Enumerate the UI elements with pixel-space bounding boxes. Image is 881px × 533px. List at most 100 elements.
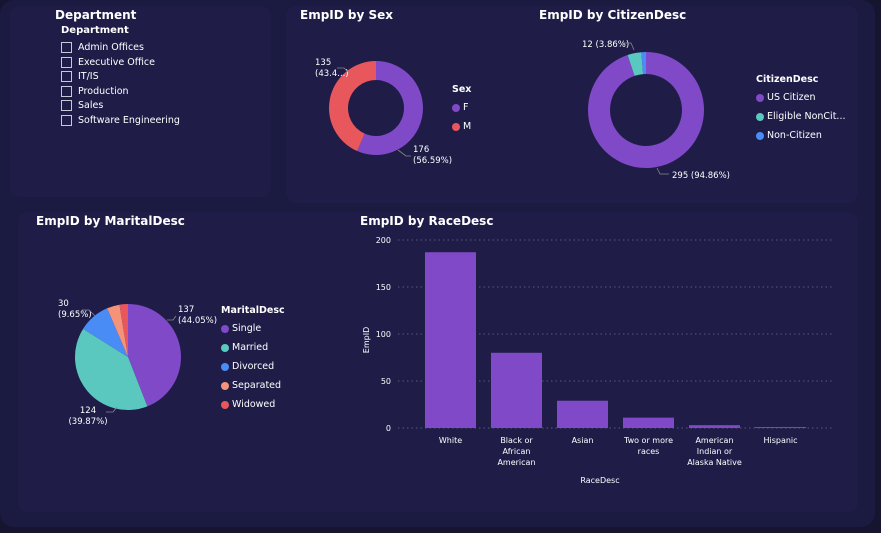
slicer-item-label: Software Engineering — [78, 115, 180, 126]
leader-line — [82, 309, 96, 317]
slicer-item[interactable]: Production — [61, 85, 129, 97]
legend-label: Single — [232, 323, 262, 334]
legend-dot-icon — [452, 103, 460, 112]
legend-dot-icon — [221, 381, 229, 390]
leader-line — [656, 167, 669, 175]
leader-line — [337, 67, 351, 75]
y-tick-label: 50 — [381, 377, 391, 386]
slicer-item-label: Sales — [78, 100, 104, 112]
data-label: 137 (44.05%) — [178, 305, 217, 326]
legend-item[interactable]: Divorced — [221, 361, 285, 372]
slice-separated[interactable] — [107, 304, 128, 357]
slice-us-citizen[interactable] — [588, 52, 705, 168]
x-tick-label: Two or more races — [623, 436, 673, 456]
slicer-item[interactable]: Software Engineering — [61, 115, 180, 126]
legend-label: Widowed — [232, 399, 276, 410]
legend-label: M — [463, 121, 472, 132]
legend-label: Non-Citizen — [767, 130, 822, 141]
x-tick-label: Hispanic — [763, 436, 797, 445]
legend-title: CitizenDesc — [756, 74, 819, 85]
department-slicer — [10, 6, 271, 197]
legend-label: US Citizen — [767, 92, 816, 103]
slicer-item-label: Admin Offices — [78, 42, 144, 53]
slice-divorced[interactable] — [83, 308, 128, 357]
legend-dot-icon — [221, 343, 229, 352]
x-tick-label: Black or African American — [497, 436, 535, 467]
checkbox[interactable] — [61, 85, 72, 97]
legend-item[interactable]: F — [452, 102, 471, 113]
x-tick-label: American Indian or Alaska Native — [687, 436, 742, 467]
slice-m[interactable] — [329, 60, 376, 152]
leader-line — [623, 42, 635, 51]
y-tick-label: 150 — [376, 283, 391, 292]
y-tick-label: 100 — [376, 330, 391, 339]
legend-dot-icon — [756, 93, 764, 102]
leader-line — [106, 406, 118, 413]
slice-eligible-noncit-[interactable] — [627, 52, 644, 76]
legend-label: F — [463, 102, 469, 113]
bar[interactable] — [491, 352, 542, 428]
legend-item[interactable]: Non-Citizen — [756, 130, 845, 141]
legend-item[interactable]: Married — [221, 342, 285, 353]
legend-dot-icon — [221, 400, 229, 409]
legend-item[interactable]: Eligible NonCit... — [756, 111, 845, 122]
data-label: 124 (39.87%) — [68, 406, 107, 427]
legend-dot-icon — [221, 324, 229, 333]
sex-citizen-panel — [286, 6, 858, 203]
x-tick-label: Asian — [572, 436, 594, 445]
bar[interactable] — [623, 417, 674, 428]
slicer-item[interactable]: Executive Office — [61, 56, 156, 68]
legend-title: Sex — [452, 84, 472, 95]
bar[interactable] — [755, 427, 806, 428]
legend-item[interactable]: Separated — [221, 380, 285, 391]
bar[interactable] — [557, 400, 608, 428]
data-label: 30 (9.65%) — [58, 299, 92, 320]
checkbox[interactable] — [61, 71, 72, 83]
data-label: 295 (94.86%) — [672, 171, 730, 181]
slicer-header: Department — [61, 25, 129, 36]
checkbox[interactable] — [61, 42, 72, 53]
x-tick-label: White — [439, 436, 462, 445]
checkbox[interactable] — [61, 56, 72, 68]
legend-title: MaritalDesc — [221, 305, 285, 316]
legend-dot-icon — [756, 131, 764, 140]
y-axis-title: EmpID — [362, 327, 371, 353]
legend-dot-icon — [221, 362, 229, 371]
marital-chart-title: EmpID by MaritalDesc — [36, 214, 185, 228]
slicer-item-label: IT/IS — [78, 71, 99, 83]
slice-single[interactable] — [128, 304, 181, 407]
slicer-item[interactable]: IT/IS — [61, 71, 99, 83]
slice-non-citizen[interactable] — [641, 52, 646, 75]
slicer-item[interactable]: Admin Offices — [61, 42, 144, 53]
data-label: 135 (43.4...) — [315, 58, 349, 79]
legend-dot-icon — [452, 122, 460, 131]
slice-married[interactable] — [74, 328, 148, 411]
bar[interactable] — [689, 425, 740, 428]
legend-label: Eligible NonCit... — [767, 111, 846, 122]
slicer-item[interactable]: Sales — [61, 100, 104, 112]
leader-line — [397, 149, 411, 157]
y-tick-label: 0 — [386, 424, 391, 433]
checkbox[interactable] — [61, 100, 72, 112]
citizen-legend: CitizenDesc US Citizen Eligible NonCit... N… — [756, 74, 845, 149]
slice-f[interactable] — [357, 61, 423, 155]
y-tick-label: 200 — [376, 236, 391, 245]
leader-line — [167, 315, 177, 321]
legend-dot-icon — [756, 112, 764, 121]
legend-item[interactable]: M — [452, 121, 471, 132]
citizen-chart-title: EmpID by CitizenDesc — [539, 8, 687, 22]
slicer-item-label: Executive Office — [78, 56, 156, 68]
legend-label: Divorced — [232, 361, 275, 372]
checkbox[interactable] — [61, 115, 72, 126]
bar[interactable] — [425, 252, 476, 428]
legend-item[interactable]: Widowed — [221, 399, 285, 410]
slicer-item-label: Production — [78, 85, 129, 97]
legend-item[interactable]: US Citizen — [756, 92, 845, 103]
legend-label: Married — [232, 342, 269, 353]
legend-item[interactable]: Single — [221, 323, 285, 334]
x-axis-title: RaceDesc — [580, 476, 619, 485]
slice-widowed[interactable] — [119, 304, 128, 357]
sex-legend: Sex F M — [452, 84, 471, 140]
marital-legend: MaritalDesc Single Married Divorced Separate… — [221, 305, 285, 418]
